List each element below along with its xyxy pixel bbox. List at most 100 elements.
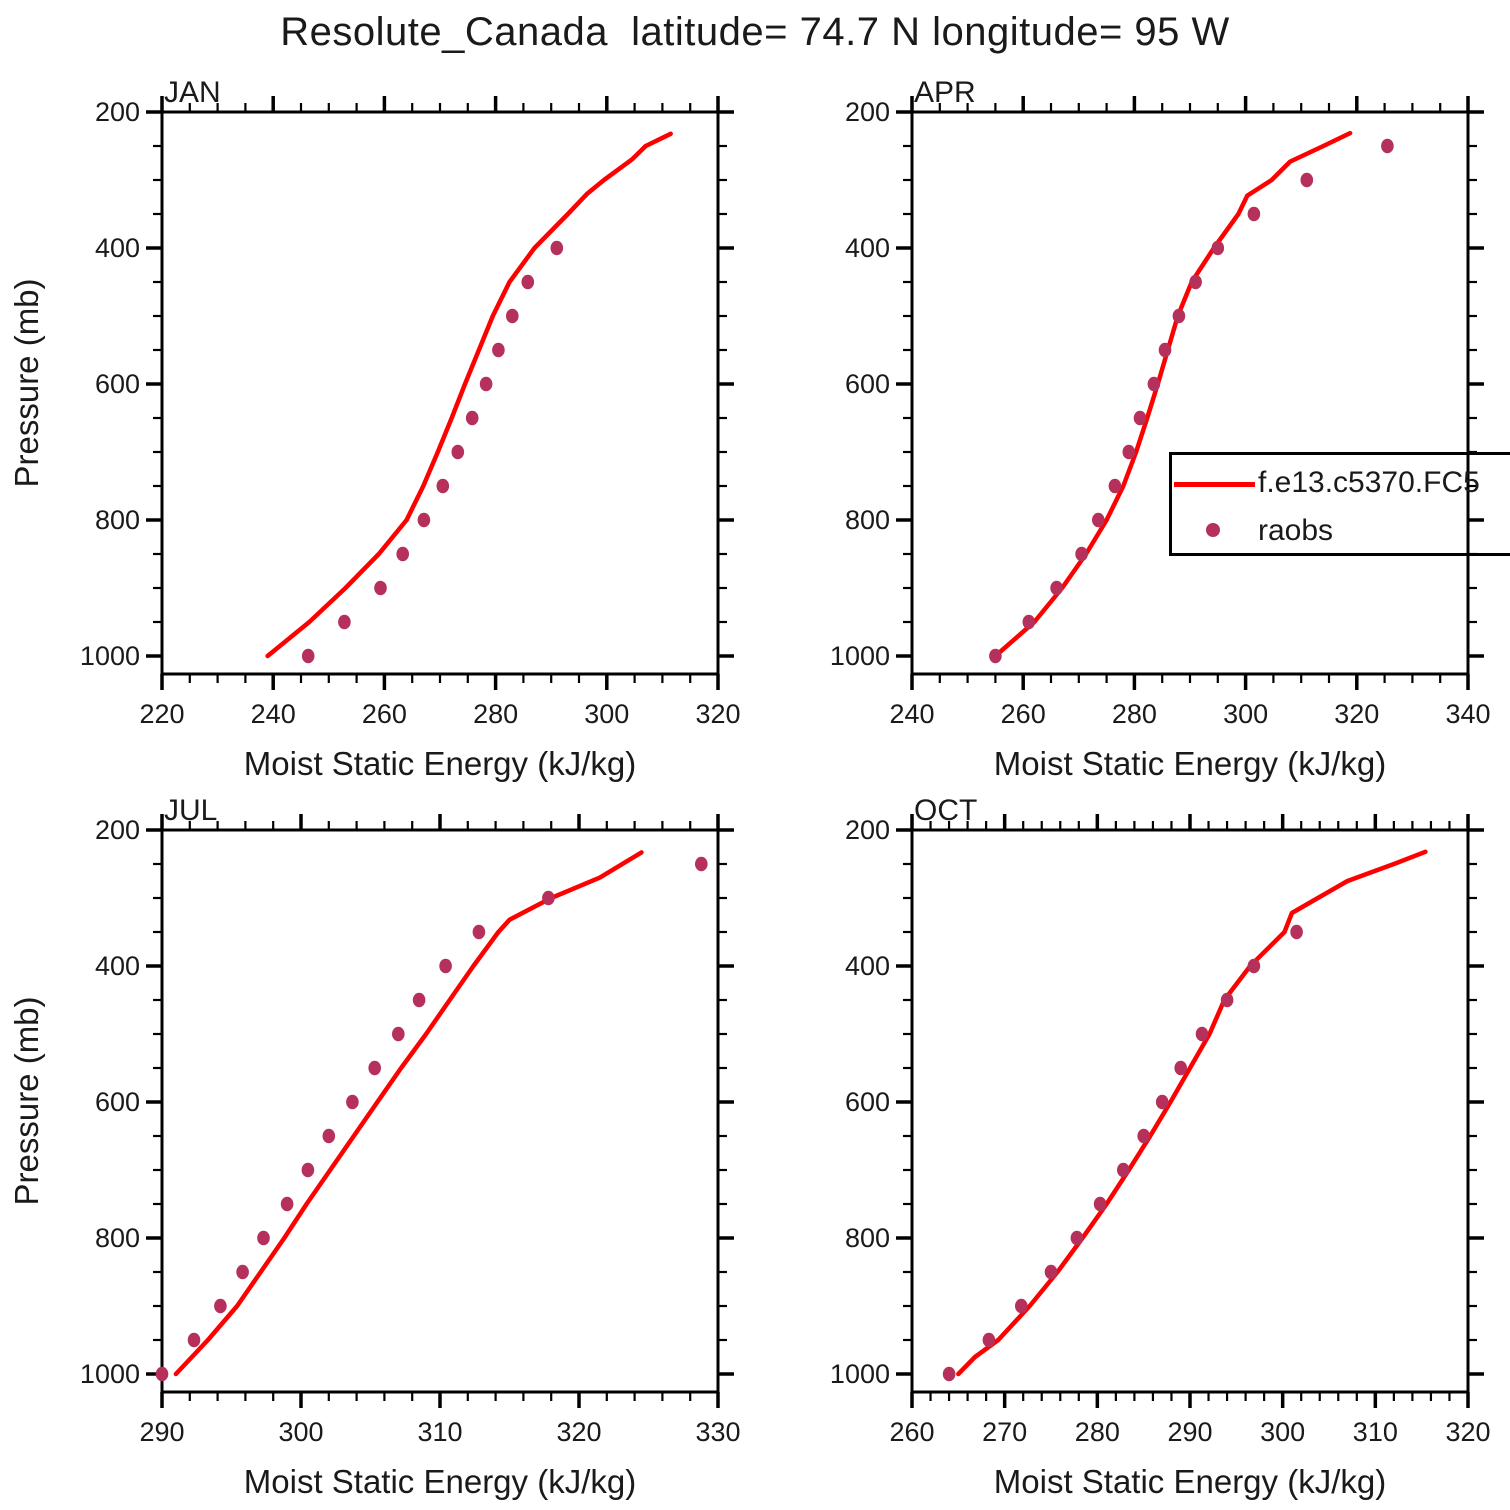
x-tick-label: 300 [584, 699, 629, 729]
y-tick-label: 600 [95, 1087, 140, 1117]
y-tick-label: 200 [845, 815, 890, 845]
panel-month-label: OCT [914, 794, 977, 827]
x-tick-label: 320 [695, 699, 740, 729]
panel-OCT [896, 814, 1484, 1408]
y-tick-label: 1000 [830, 641, 890, 671]
x-tick-label: 280 [1112, 699, 1157, 729]
x-axis-label: Moist Static Energy (kJ/kg) [244, 745, 636, 782]
plot-frame [910, 110, 1470, 676]
raobs-dot-JUL [257, 1230, 270, 1246]
raobs-dot-JAN [396, 546, 410, 562]
raobs-dot-JAN [465, 410, 479, 426]
x-tick-label: 310 [1353, 1417, 1398, 1447]
panel-JAN [146, 96, 734, 690]
raobs-dot-APR [1381, 138, 1394, 154]
raobs-dot-JAN [417, 512, 431, 528]
x-tick-label: 260 [889, 1417, 934, 1447]
y-tick-label: 400 [845, 951, 890, 981]
raobs-dot-JUL [368, 1060, 382, 1076]
x-tick-label: 330 [695, 1417, 740, 1447]
legend: f.e13.c5370.FC5 raobs [1169, 452, 1510, 556]
raobs-dot-JUL [472, 924, 486, 940]
raobs-dot-JUL [392, 1026, 405, 1042]
raobs-dot-JUL [187, 1332, 201, 1348]
y-tick-label: 1000 [80, 641, 140, 671]
y-tick-label: 400 [95, 233, 140, 263]
x-tick-label: 300 [278, 1417, 323, 1447]
raobs-dot-OCT [1137, 1128, 1150, 1144]
raobs-dot-APR [1122, 444, 1136, 460]
raobs-dot-APR [1158, 342, 1172, 358]
x-tick-label: 240 [889, 699, 934, 729]
raobs-dot-OCT [1093, 1196, 1107, 1212]
raobs-dot-JAN [550, 240, 564, 256]
x-tick-label: 290 [139, 1417, 184, 1447]
x-tick-label: 220 [139, 699, 184, 729]
raobs-dot-JUL [301, 1162, 315, 1178]
x-tick-label: 270 [982, 1417, 1027, 1447]
y-tick-label: 600 [95, 369, 140, 399]
raobs-dot-JUL [542, 890, 555, 906]
panel-APR [896, 96, 1484, 690]
y-axis-label: Pressure (mb) [8, 278, 45, 487]
plot-frame [910, 828, 1470, 1394]
legend-raobs-dot-swatch [1206, 523, 1220, 537]
raobs-dot-OCT [942, 1366, 956, 1382]
raobs-dot-JUL [155, 1366, 169, 1382]
raobs-dot-JUL [695, 856, 708, 872]
panel-month-label: APR [914, 76, 976, 109]
raobs-dot-APR [1108, 478, 1122, 494]
raobs-dot-JUL [412, 992, 426, 1008]
raobs-dot-APR [1172, 308, 1186, 324]
raobs-dot-JAN [451, 444, 465, 460]
y-tick-label: 400 [95, 951, 140, 981]
raobs-dot-APR [1092, 512, 1105, 528]
raobs-dot-OCT [1117, 1162, 1130, 1178]
plot-frame [160, 110, 720, 676]
raobs-dot-OCT [1174, 1060, 1187, 1076]
model-line-JUL [173, 850, 644, 1377]
x-axis-label: Moist Static Energy (kJ/kg) [994, 1463, 1386, 1500]
raobs-dot-JAN [506, 308, 519, 324]
raobs-dot-JAN [492, 342, 505, 358]
y-tick-label: 800 [845, 505, 890, 535]
panel-month-label: JUL [164, 794, 217, 827]
x-tick-label: 300 [1260, 1417, 1305, 1447]
x-axis-label: Moist Static Energy (kJ/kg) [244, 1463, 636, 1500]
raobs-dot-APR [1022, 614, 1036, 630]
raobs-dot-OCT [1044, 1264, 1058, 1280]
x-tick-label: 310 [417, 1417, 462, 1447]
raobs-dot-OCT [1015, 1298, 1028, 1314]
legend-model-label: f.e13.c5370.FC5 [1258, 466, 1480, 499]
x-tick-label: 300 [1223, 699, 1268, 729]
x-tick-label: 320 [1445, 1417, 1490, 1447]
x-tick-label: 280 [473, 699, 518, 729]
raobs-dot-JAN [436, 478, 450, 494]
y-tick-label: 200 [95, 815, 140, 845]
x-tick-label: 320 [556, 1417, 601, 1447]
raobs-dot-APR [1189, 274, 1202, 290]
y-tick-label: 400 [845, 233, 890, 263]
raobs-dot-OCT [1290, 924, 1303, 940]
raobs-dot-JUL [236, 1264, 249, 1280]
y-tick-label: 600 [845, 1087, 890, 1117]
plot-frame [160, 828, 720, 1394]
y-tick-label: 800 [845, 1223, 890, 1253]
legend-raobs-label: raobs [1258, 514, 1334, 547]
x-tick-label: 290 [1167, 1417, 1212, 1447]
raobs-dot-OCT [1155, 1094, 1169, 1110]
y-axis-label: Pressure (mb) [8, 996, 45, 1205]
raobs-dot-OCT [1070, 1230, 1084, 1246]
x-axis-label: Moist Static Energy (kJ/kg) [994, 745, 1386, 782]
x-tick-label: 340 [1445, 699, 1490, 729]
raobs-dot-JAN [338, 614, 351, 630]
raobs-dot-JUL [346, 1094, 359, 1110]
raobs-dot-APR [1147, 376, 1161, 392]
raobs-dot-OCT [1195, 1026, 1209, 1042]
model-line-JAN [265, 131, 673, 659]
y-tick-label: 800 [95, 505, 140, 535]
x-tick-label: 260 [1001, 699, 1046, 729]
model-line-APR [993, 130, 1353, 659]
model-line-OCT [956, 849, 1428, 1377]
